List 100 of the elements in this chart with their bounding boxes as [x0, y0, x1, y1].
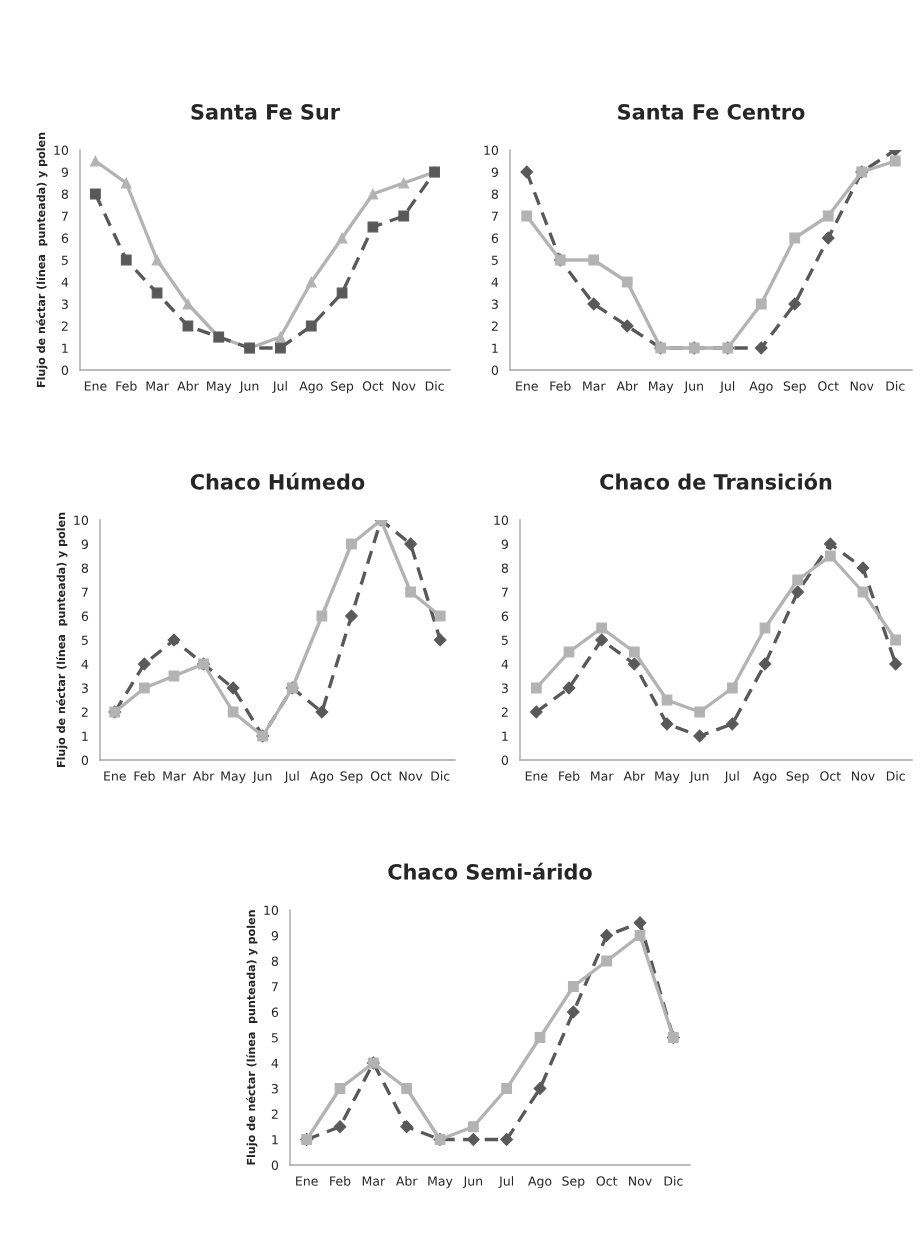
y-tick-label: 3	[501, 683, 508, 693]
x-tick-label: May	[428, 1176, 453, 1189]
y-tick-label: 0	[491, 365, 499, 375]
x-tick-label: Dic	[886, 771, 905, 781]
x-tick-label: Mar	[583, 381, 606, 391]
y-tick-label: 0	[61, 365, 69, 375]
x-tick-label: May	[649, 381, 674, 394]
x-tick-label: Dic	[886, 381, 905, 391]
x-tick-label: Dic	[664, 1176, 683, 1186]
x-tick-label: Ago	[749, 381, 773, 394]
y-tick-label: 8	[271, 956, 279, 966]
y-tick-label: 9	[61, 167, 69, 177]
x-tick-label: Ene	[525, 771, 548, 781]
x-tick-label: Mar	[591, 771, 614, 781]
y-tick-label: 0	[81, 755, 89, 765]
x-tick-label: Jun	[252, 771, 272, 784]
x-tick-label: Ago	[753, 771, 777, 784]
y-tick-label: 8	[501, 563, 509, 573]
x-tick-label: Ago	[528, 1176, 552, 1189]
x-tick-label: Sep	[331, 381, 354, 394]
y-tick-label: 8	[61, 189, 69, 199]
x-tick-label: Sep	[786, 771, 809, 784]
y-axis-title: Flujo de néctar (línea punteada) y polen	[36, 132, 48, 387]
y-tick-label: 6	[491, 233, 499, 243]
y-tick-label: 7	[271, 982, 278, 992]
x-tick-label: Jun	[683, 381, 703, 394]
y-tick-label: 9	[491, 167, 499, 177]
x-tick-label: Jun	[239, 381, 259, 394]
x-tick-label: Abr	[192, 771, 215, 781]
x-tick-label: Jul	[284, 771, 299, 784]
x-tick-label: Oct	[820, 771, 841, 781]
x-tick-label: Mar	[146, 381, 169, 391]
y-tick-label: 9	[501, 539, 509, 549]
y-tick-label: 8	[491, 189, 499, 199]
x-tick-label: Abr	[177, 381, 199, 391]
x-tick-label: Mar	[362, 1176, 386, 1186]
x-tick-label: Ago	[309, 771, 334, 784]
x-tick-label: Sep	[340, 771, 363, 784]
x-tick-label: Oct	[818, 381, 839, 391]
x-tick-label: Jun	[689, 771, 709, 784]
x-tick-label: Feb	[559, 771, 580, 781]
x-tick-label: Sep	[562, 1176, 585, 1189]
y-tick-label: 3	[81, 683, 88, 693]
y-tick-label: 7	[61, 211, 68, 221]
y-tick-label: 1	[492, 343, 498, 353]
y-tick-label: 3	[491, 299, 498, 309]
y-tick-label: 10	[484, 145, 499, 155]
y-tick-label: 3	[61, 299, 68, 309]
x-tick-label: Jun	[462, 1176, 483, 1189]
y-tick-label: 10	[264, 905, 279, 915]
y-tick-label: 1	[272, 1135, 278, 1145]
chart-title: Chaco de Transición	[600, 472, 832, 490]
y-tick-label: 4	[271, 1058, 279, 1068]
x-tick-label: Jul	[724, 771, 739, 784]
y-tick-label: 0	[501, 755, 509, 765]
chart-title: Santa Fe Sur	[191, 103, 340, 120]
y-tick-label: 7	[81, 587, 88, 597]
y-tick-label: 4	[81, 659, 89, 669]
y-tick-label: 2	[271, 1109, 278, 1119]
x-tick-label: Nov	[852, 771, 875, 781]
y-tick-label: 1	[82, 731, 88, 741]
x-tick-label: Ene	[516, 381, 538, 391]
y-tick-label: 7	[501, 587, 508, 597]
y-tick-label: 4	[61, 277, 69, 287]
x-tick-label: Oct	[596, 1176, 618, 1186]
y-tick-label: 5	[501, 635, 508, 645]
y-tick-label: 0	[271, 1160, 279, 1170]
y-tick-label: 9	[271, 930, 279, 941]
x-tick-label: May	[221, 771, 246, 784]
y-tick-label: 3	[271, 1083, 278, 1094]
x-tick-label: Ene	[296, 1176, 318, 1186]
x-tick-label: Ene	[104, 771, 126, 781]
y-tick-label: 2	[501, 707, 508, 717]
y-tick-label: 6	[501, 611, 509, 621]
y-tick-label: 10	[74, 515, 89, 525]
x-tick-label: Feb	[550, 381, 571, 391]
y-tick-label: 1	[62, 343, 68, 353]
y-tick-label: 1	[502, 731, 508, 741]
x-tick-label: Sep	[783, 381, 806, 394]
x-tick-label: Abr	[395, 1176, 418, 1186]
x-tick-label: Jul	[498, 1176, 514, 1189]
chart-title: Santa Fe Centro	[618, 103, 805, 120]
y-tick-label: 6	[61, 233, 69, 243]
y-axis-title: Flujo de néctar (línea punteada) y polen	[246, 910, 258, 1165]
y-tick-label: 2	[81, 707, 88, 717]
x-tick-label: Feb	[134, 771, 155, 781]
y-tick-label: 6	[81, 611, 89, 621]
y-tick-label: 9	[81, 539, 89, 549]
x-tick-label: Jul	[719, 381, 735, 394]
chart-title: Chaco Húmedo	[190, 472, 365, 490]
y-axis-title: Flujo de néctar (línea punteada) y polen	[56, 512, 68, 767]
y-tick-label: 10	[494, 515, 509, 525]
y-tick-label: 2	[491, 321, 498, 331]
x-tick-label: Nov	[392, 381, 416, 391]
x-tick-label: Mar	[163, 771, 186, 781]
y-tick-label: 5	[61, 255, 68, 265]
y-tick-label: 4	[491, 277, 499, 287]
y-tick-label: 6	[271, 1007, 279, 1017]
x-tick-label: May	[655, 771, 680, 784]
x-tick-label: Feb	[330, 1176, 351, 1186]
